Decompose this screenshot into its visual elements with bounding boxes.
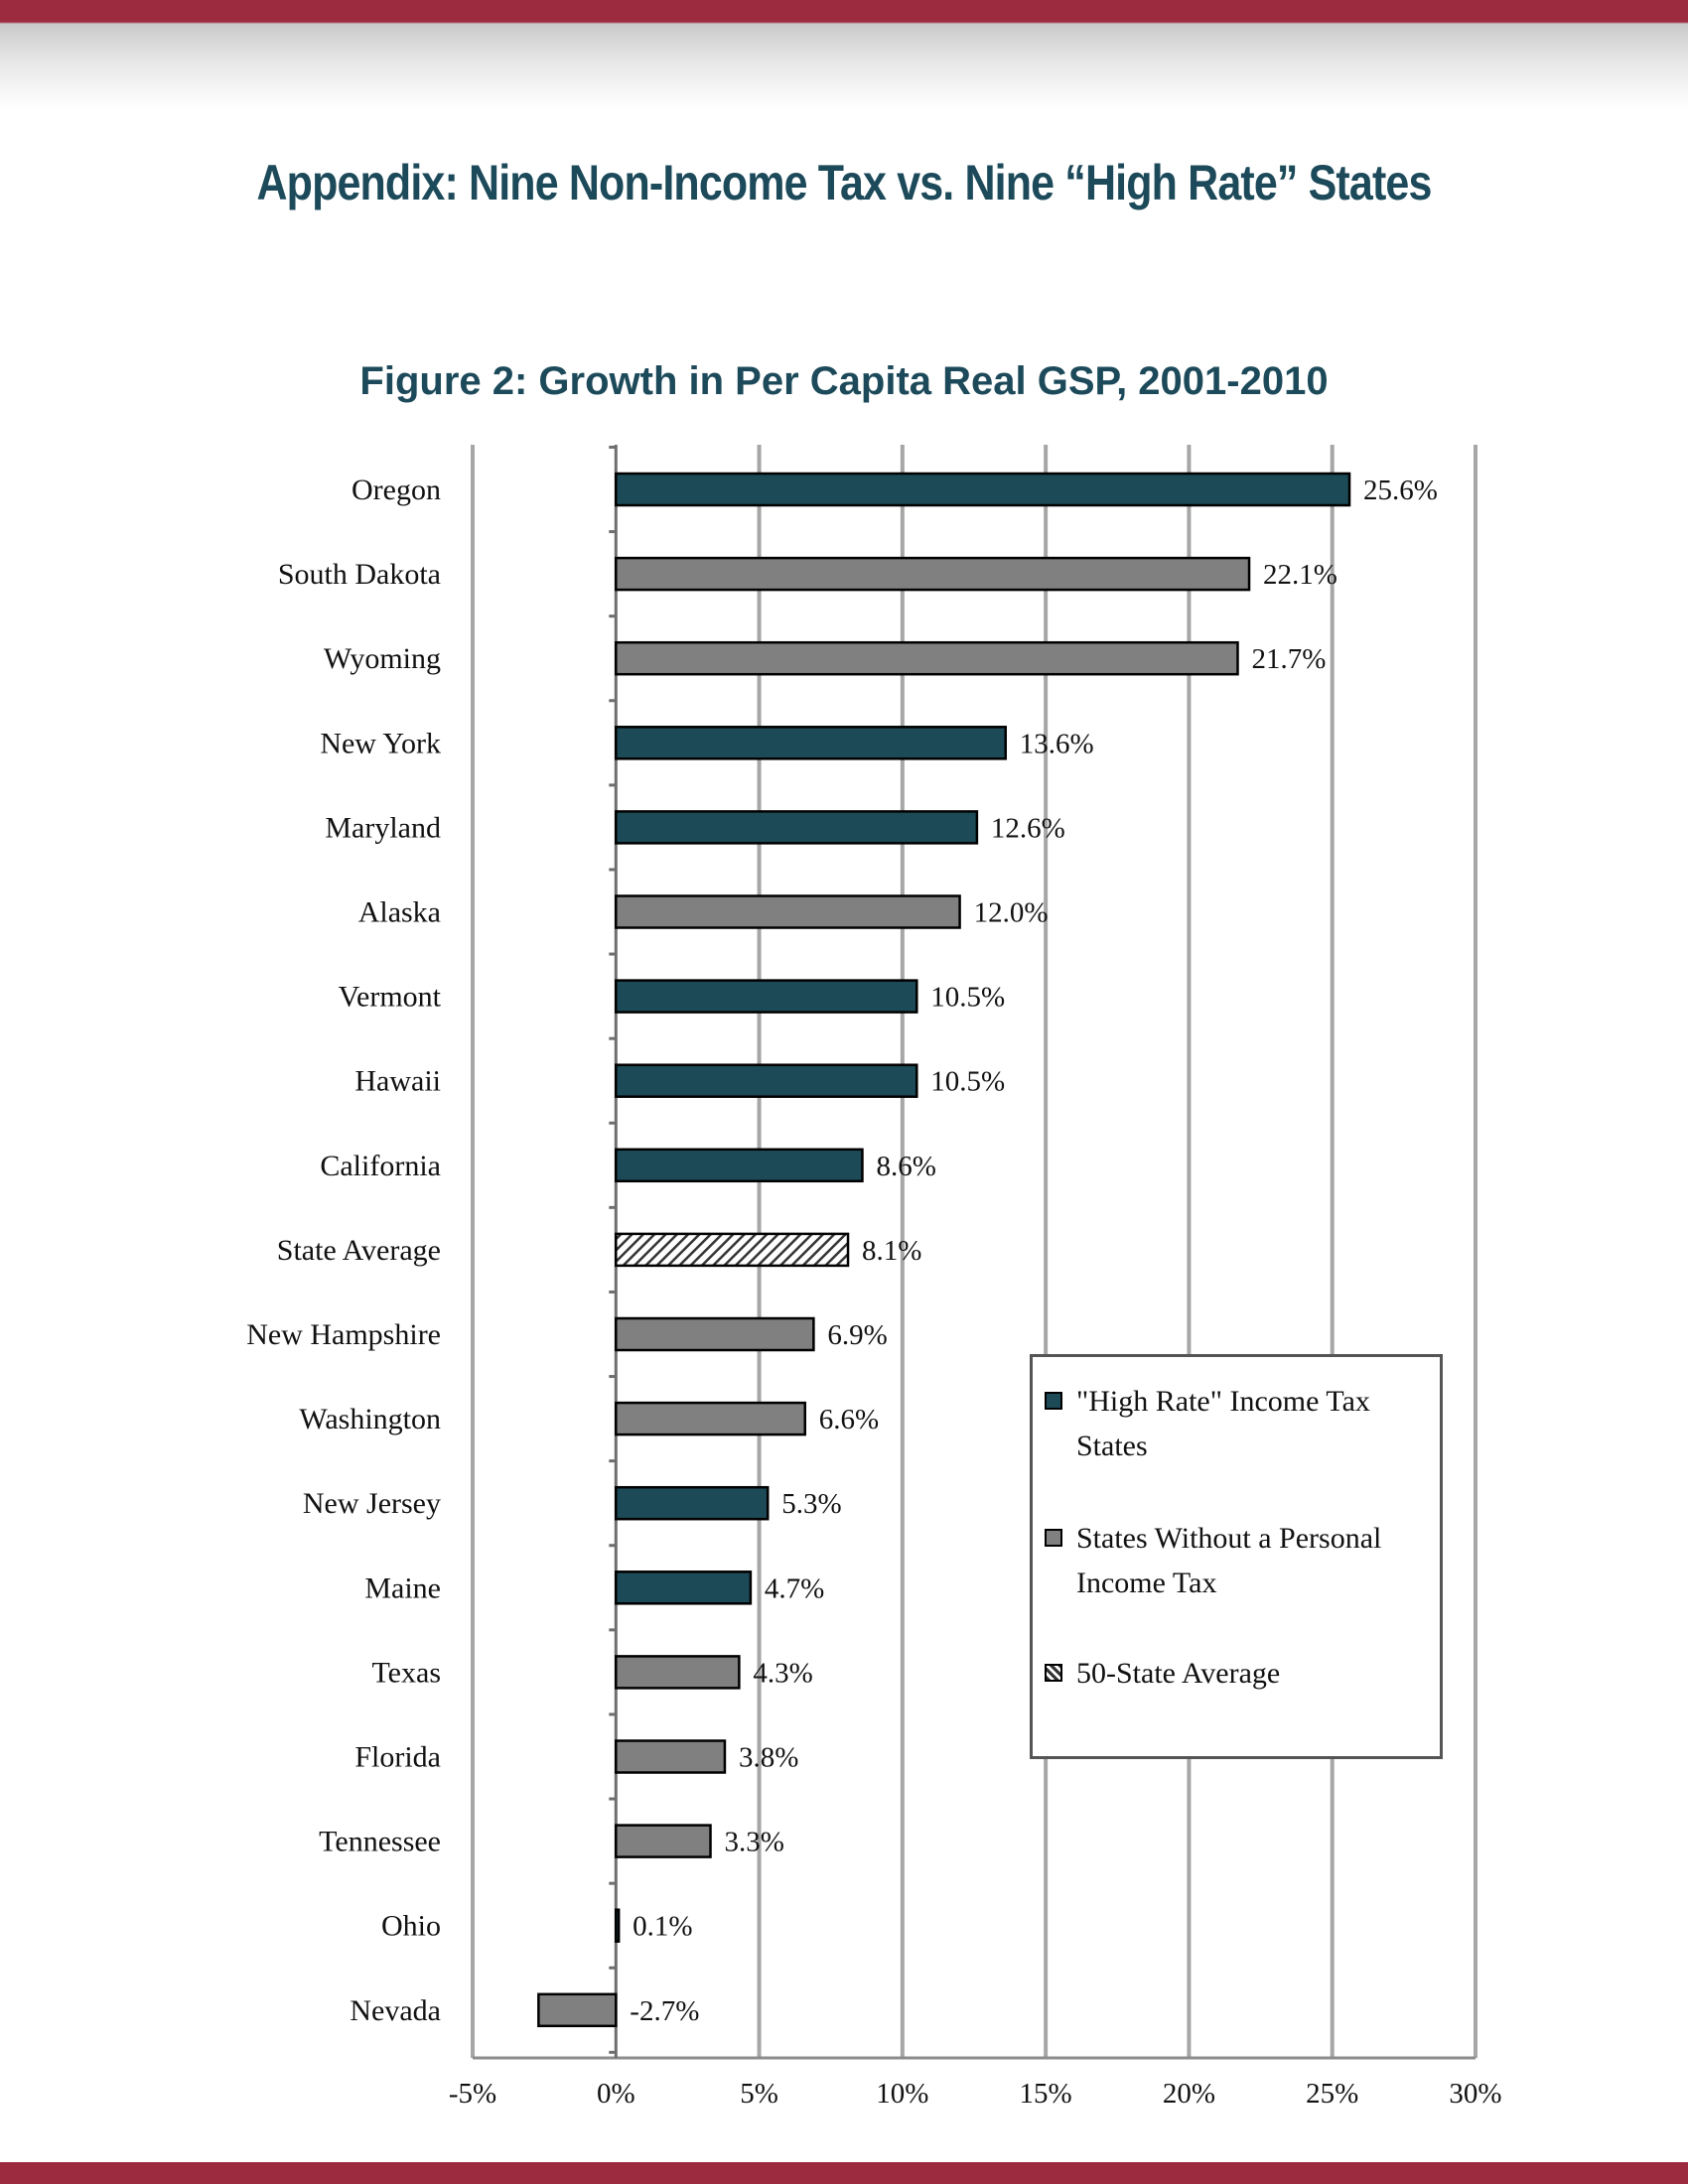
legend-swatch-no-income-tax	[1045, 1529, 1062, 1547]
category-label: New Jersey	[303, 1487, 441, 1520]
x-tick-label: -5%	[449, 2078, 496, 2110]
data-label: 4.3%	[753, 1657, 812, 1689]
bar	[615, 1908, 621, 1943]
category-label: South Dakota	[278, 558, 441, 591]
data-label: 4.7%	[765, 1572, 824, 1604]
bar	[615, 472, 1351, 507]
top-decorative-band	[0, 0, 1688, 109]
x-tick-label: 10%	[876, 2078, 928, 2110]
bar	[615, 1063, 918, 1098]
data-label: 6.6%	[819, 1404, 879, 1435]
category-label: California	[320, 1150, 441, 1182]
data-label: 6.9%	[827, 1319, 887, 1351]
data-label: 3.3%	[725, 1827, 784, 1858]
data-label: 21.7%	[1251, 643, 1326, 675]
category-label: Ohio	[381, 1910, 441, 1943]
bar	[615, 1739, 727, 1774]
page-heading: Appendix: Nine Non-Income Tax vs. Nine “…	[256, 155, 1432, 210]
chart-legend: "High Rate" Income Tax States States Wit…	[1030, 1354, 1443, 1759]
bar	[615, 1316, 815, 1352]
legend-swatch-high-rate	[1045, 1392, 1062, 1410]
chart-title: Figure 2: Growth in Per Capita Real GSP,…	[359, 359, 1329, 403]
bar	[615, 640, 1239, 676]
data-label: 12.0%	[974, 897, 1049, 929]
data-label: 10.5%	[930, 982, 1005, 1014]
bar	[615, 894, 961, 929]
data-label: -2.7%	[630, 1995, 699, 2027]
data-label: 10.5%	[930, 1066, 1005, 1098]
data-label: 22.1%	[1263, 559, 1337, 591]
category-label: Tennessee	[319, 1826, 441, 1858]
bar	[615, 556, 1251, 592]
legend-swatch-average	[1045, 1664, 1062, 1682]
data-label: 8.1%	[862, 1235, 921, 1267]
category-label: Wyoming	[324, 642, 441, 675]
bar	[615, 810, 979, 845]
category-label: New York	[320, 727, 441, 759]
x-tick-label: 30%	[1449, 2078, 1501, 2110]
bar	[615, 1401, 806, 1436]
category-label: Florida	[354, 1741, 441, 1774]
category-label: Maine	[364, 1571, 441, 1604]
data-label: 12.6%	[991, 812, 1065, 844]
data-label: 13.6%	[1020, 728, 1094, 759]
category-label: Oregon	[352, 474, 441, 506]
data-label: 0.1%	[633, 1911, 692, 1943]
category-label: Vermont	[339, 981, 442, 1014]
data-label: 3.8%	[739, 1742, 798, 1774]
category-label: Alaska	[358, 896, 441, 929]
category-label: New Hampshire	[246, 1318, 441, 1351]
x-tick-label: 25%	[1306, 2078, 1358, 2110]
category-label: Texas	[371, 1656, 441, 1689]
legend-label-high-rate: "High Rate" Income Tax States	[1076, 1385, 1370, 1462]
x-tick-label: 0%	[597, 2078, 635, 2110]
bar	[615, 979, 918, 1014]
data-label: 8.6%	[876, 1151, 935, 1182]
bar	[615, 1232, 850, 1268]
category-label: State Average	[277, 1234, 441, 1267]
bar	[615, 1485, 770, 1521]
data-label: 5.3%	[781, 1488, 841, 1520]
bar	[615, 1570, 753, 1605]
bar	[615, 1148, 864, 1183]
category-label: Maryland	[325, 811, 441, 844]
category-label: Nevada	[350, 1994, 441, 2027]
category-label: Washington	[299, 1403, 441, 1435]
bar	[615, 1824, 712, 1858]
bar	[615, 1655, 741, 1690]
legend-label-average: 50-State Average	[1076, 1657, 1281, 1690]
x-tick-label: 15%	[1020, 2078, 1072, 2110]
x-tick-label: 20%	[1163, 2078, 1215, 2110]
bar	[615, 726, 1007, 760]
data-label: 25.6%	[1363, 475, 1438, 506]
bottom-decorative-band	[0, 2162, 1688, 2184]
x-tick-label: 5%	[740, 2078, 778, 2110]
legend-label-no-income-tax: States Without a Personal Income Tax	[1076, 1522, 1382, 1599]
bar	[537, 1992, 618, 2028]
category-label: Hawaii	[354, 1065, 441, 1098]
